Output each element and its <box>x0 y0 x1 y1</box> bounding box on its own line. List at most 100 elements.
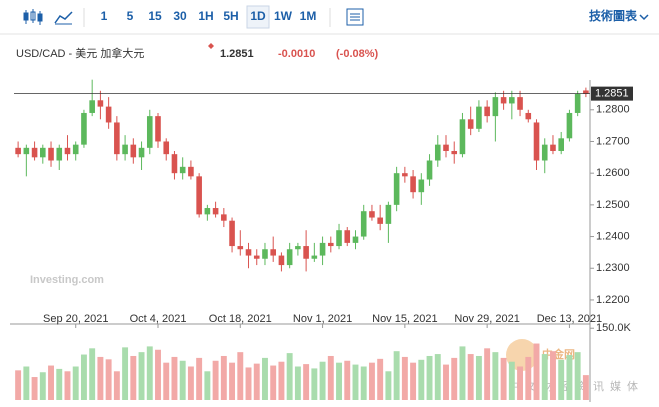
candle-body <box>336 230 342 247</box>
volume-bar <box>138 352 145 400</box>
volume-bar <box>459 346 466 400</box>
y-tick-label: 1.2600 <box>596 167 630 179</box>
interval-button[interactable]: 1 <box>101 9 108 23</box>
volume-bar <box>319 361 326 400</box>
x-tick-label: Sep 20, 2021 <box>43 313 108 325</box>
candle-body <box>328 242 334 247</box>
volume-bar <box>80 354 87 400</box>
candle-body <box>179 166 186 174</box>
volume-bar <box>311 368 318 400</box>
last-price-box <box>591 86 633 101</box>
interval-button[interactable]: 1M <box>300 9 317 23</box>
candle-body <box>410 176 416 193</box>
interval-button[interactable]: 15 <box>148 9 162 23</box>
candle-body <box>476 106 482 129</box>
candle-body <box>484 106 490 117</box>
candle-body <box>221 214 227 221</box>
candle-body <box>270 249 276 256</box>
volume-bar <box>475 355 482 400</box>
volume-bar <box>72 366 79 400</box>
candle-body <box>286 249 293 266</box>
candle-body <box>278 255 285 266</box>
volume-bar <box>253 363 260 400</box>
volume-bar <box>171 356 178 400</box>
candle-body <box>130 144 137 158</box>
volume-bar <box>278 361 285 400</box>
interval-button[interactable]: 1H <box>198 9 213 23</box>
volume-bar <box>533 343 540 400</box>
interval-button[interactable]: 1D <box>250 9 266 23</box>
volume-bar <box>467 354 474 400</box>
volume-bar <box>155 349 161 400</box>
y-tick-label: 1.2200 <box>596 294 630 306</box>
volume-bar <box>163 362 170 400</box>
candle-body <box>451 150 458 155</box>
volume-bar <box>352 364 359 400</box>
candle-body <box>15 147 21 155</box>
volume-bar <box>15 370 22 400</box>
volume-bar <box>89 348 96 400</box>
candle-body <box>566 112 573 139</box>
candle-body <box>295 246 301 250</box>
candle-body <box>525 112 532 120</box>
selected-interval-box <box>246 5 270 29</box>
candle-body <box>31 147 38 158</box>
volume-bar <box>517 366 524 400</box>
candle-body <box>319 242 326 256</box>
interval-button[interactable]: 1W <box>274 9 293 23</box>
volume-bar <box>558 359 565 400</box>
candle-body <box>385 204 392 224</box>
candle-body <box>40 147 46 158</box>
candle-body <box>402 173 408 177</box>
candle-body <box>253 255 260 259</box>
candle-body <box>262 249 268 259</box>
candle-body <box>360 211 367 237</box>
dropdown-arrow[interactable] <box>639 14 649 21</box>
volume-bar <box>410 362 417 400</box>
tech-chart-link[interactable]: 技術圖表 <box>589 8 638 23</box>
candle-body <box>393 173 400 205</box>
candle-body <box>122 144 128 155</box>
volume-bar <box>327 355 334 400</box>
volume-bar <box>56 368 63 400</box>
volume-bar <box>105 359 112 400</box>
candle-body <box>105 106 112 123</box>
candle-body <box>171 154 178 174</box>
volume-bar <box>508 361 515 400</box>
brand-watermark: Investing.com <box>30 274 104 286</box>
candle-body <box>23 147 30 155</box>
line-icon[interactable] <box>54 11 73 24</box>
candle-body <box>492 97 499 117</box>
candle-body <box>352 236 359 243</box>
volume-bar <box>344 360 351 400</box>
volume-bar <box>245 367 252 400</box>
y-tick-label: 1.2500 <box>596 199 630 211</box>
candle-body <box>204 208 211 215</box>
candle-body <box>138 147 145 158</box>
interval-button[interactable]: 30 <box>173 9 187 23</box>
volume-bar <box>574 352 581 400</box>
volume-bar <box>39 372 46 400</box>
volume-bar <box>550 351 556 400</box>
settings-icon[interactable] <box>346 8 364 26</box>
volume-bar <box>582 375 589 400</box>
interval-button[interactable]: 5H <box>223 9 238 23</box>
candle-body <box>583 90 589 94</box>
candle-body <box>245 249 252 256</box>
x-tick-label: Oct 18, 2021 <box>209 313 272 325</box>
candle-body <box>303 246 309 259</box>
volume-bar <box>401 356 408 400</box>
volume-bar <box>541 354 548 400</box>
volume-bar <box>525 356 532 400</box>
candle-body <box>517 97 523 110</box>
candle-body <box>459 119 466 155</box>
volume-bar <box>426 355 433 400</box>
volume-bar <box>146 346 153 400</box>
candle-body <box>97 100 104 107</box>
candle-body <box>344 230 351 243</box>
volume-bar <box>286 353 293 400</box>
candle-icon[interactable] <box>23 9 43 25</box>
volume-bar <box>434 354 441 400</box>
interval-button[interactable]: 5 <box>127 9 134 23</box>
